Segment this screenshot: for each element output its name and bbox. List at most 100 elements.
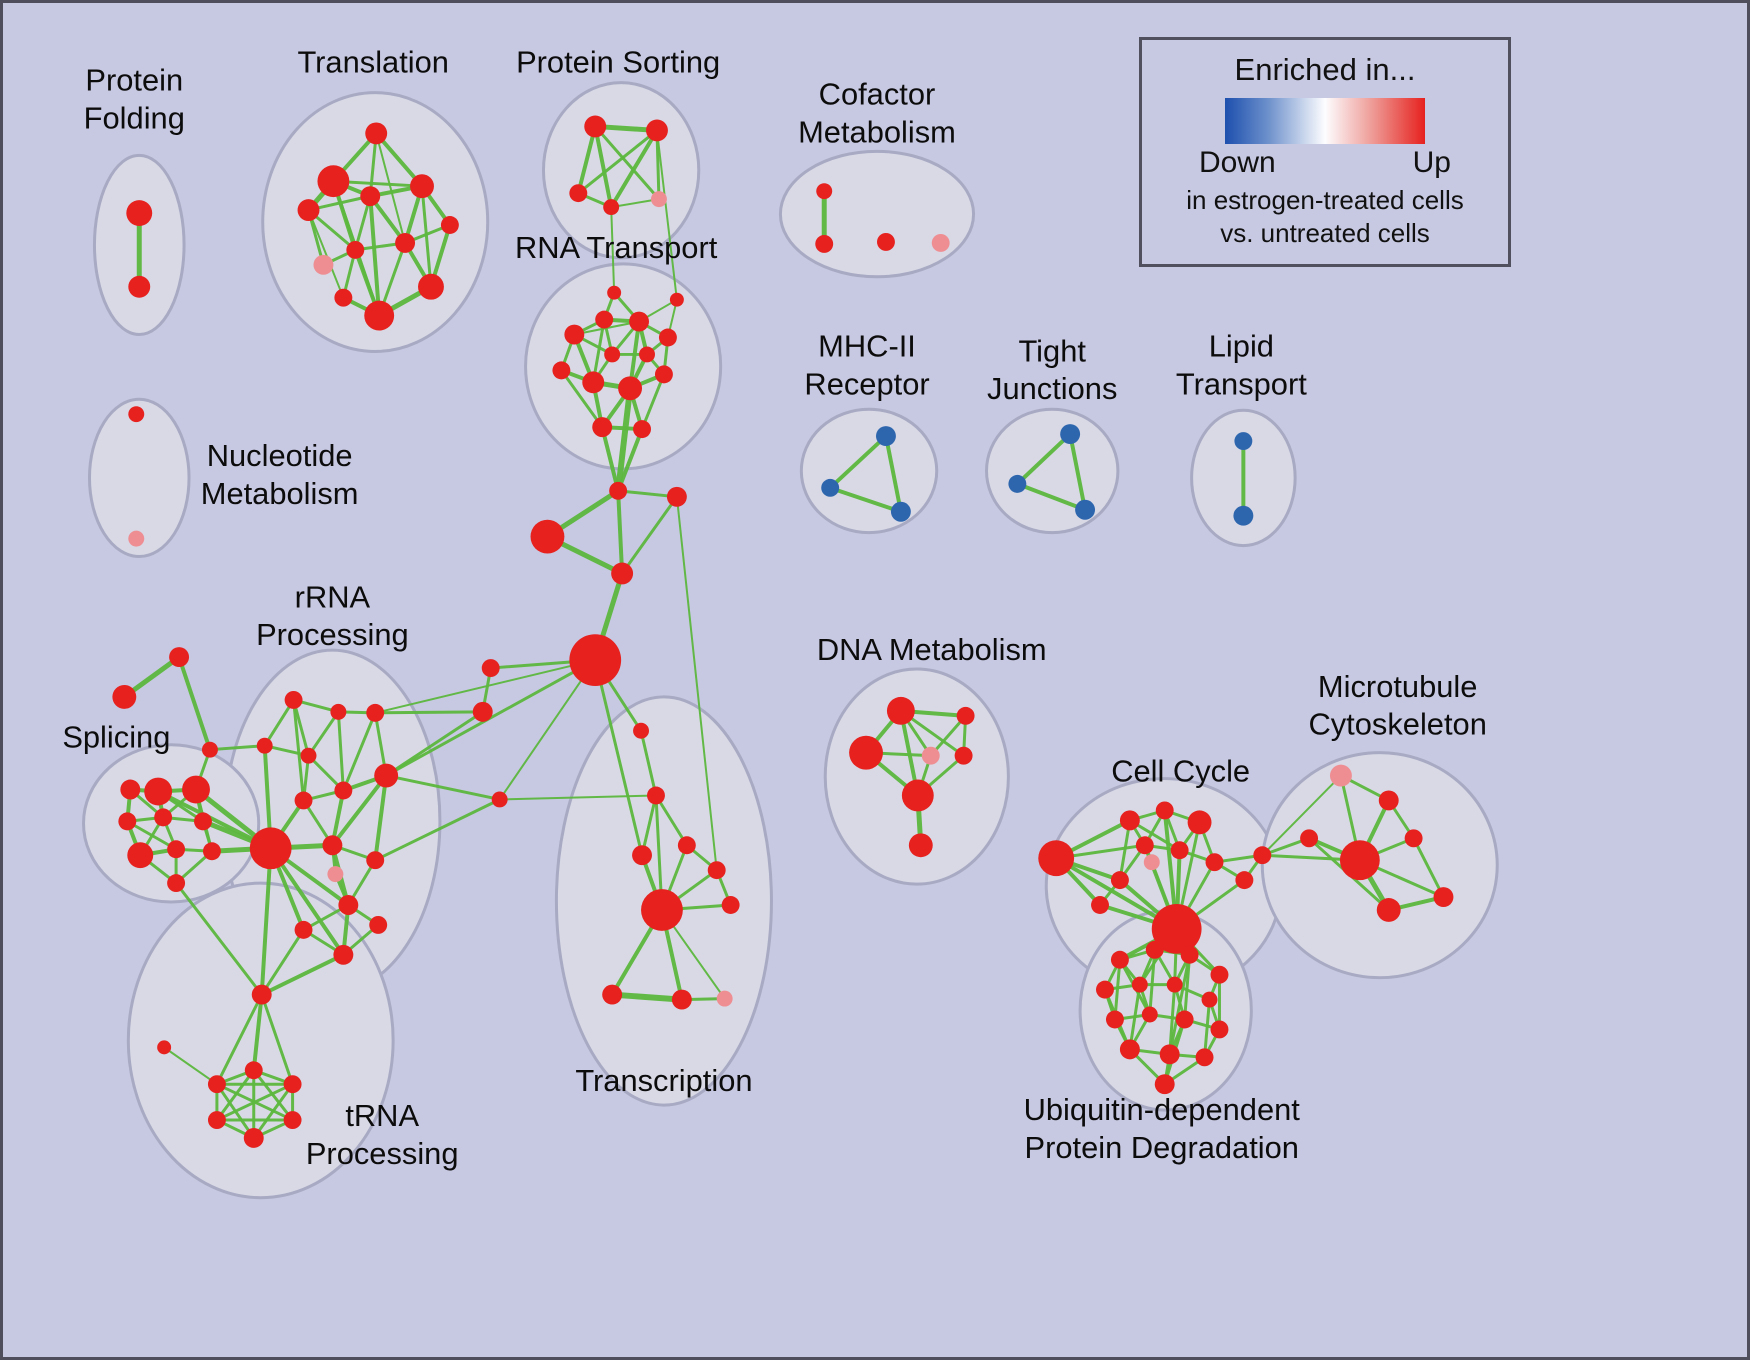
cluster-label-rrna-processing: rRNA [295, 579, 371, 614]
legend-subtitle: in estrogen-treated cells vs. untreated … [1142, 184, 1508, 250]
edge-ps1-ps4 [593, 124, 614, 210]
edge-u7-u14 [1168, 983, 1177, 1056]
cluster-ellipse-microtubule-cytoskeleton [1260, 751, 1499, 980]
node-x3 [677, 836, 696, 855]
node-d3 [849, 735, 883, 770]
node-r4 [256, 737, 273, 754]
legend-subtitle-line2: vs. untreated cells [1220, 218, 1430, 248]
edge-r2-r7 [336, 710, 345, 793]
edge-u_t1-u_t3 [177, 655, 212, 752]
node-cc3 [1155, 801, 1174, 820]
node-r15 [369, 915, 388, 934]
node-tr6 [207, 1111, 226, 1130]
node-d7 [908, 833, 933, 858]
cluster-label-protein-folding: Folding [84, 100, 185, 135]
edge-r16-tr1 [259, 952, 346, 997]
node-t9 [313, 254, 334, 275]
node-t12 [334, 288, 353, 307]
node-u6 [1131, 976, 1148, 993]
node-tr2 [157, 1040, 172, 1055]
edge-cc2-cc9 [1118, 818, 1132, 882]
node-cc2 [1119, 810, 1140, 831]
node-r12 [327, 866, 344, 883]
edge-c2-x6 [675, 495, 718, 872]
node-t11 [395, 232, 416, 253]
node-r14 [294, 920, 313, 939]
node-m4 [1339, 840, 1380, 881]
node-s8 [167, 840, 186, 859]
node-mb1 [1253, 846, 1272, 865]
node-x8 [602, 984, 623, 1005]
node-tr7 [283, 1111, 302, 1130]
node-cc10 [1151, 904, 1202, 954]
edge-mh2-mh3 [828, 485, 903, 514]
cluster-label-nucleotide-metabolism: Nucleotide [207, 438, 353, 473]
node-rt6 [552, 361, 571, 380]
cluster-ellipse-cofactor-metabolism [778, 149, 976, 279]
edge-ps2-ps5 [655, 128, 661, 201]
node-t10 [346, 240, 365, 259]
node-x10 [716, 990, 733, 1007]
node-u14 [1159, 1044, 1180, 1065]
node-tj1 [1060, 424, 1081, 445]
edge-c2-c4 [620, 495, 679, 575]
cluster-label-trna-processing: Processing [306, 1136, 459, 1171]
cluster-label-trna-processing: tRNA [345, 1098, 419, 1133]
node-m2 [1378, 790, 1399, 811]
edge-tj1-tj3 [1068, 432, 1088, 512]
edge-rt12-c1 [600, 425, 621, 493]
edge-rt9-rt13 [640, 372, 666, 431]
node-mh1 [875, 426, 896, 447]
node-rt9 [654, 365, 673, 384]
node-m7 [1433, 887, 1454, 907]
node-u8 [1201, 991, 1218, 1008]
edge-r9-tr1 [259, 846, 273, 997]
edge-r6-r11 [373, 773, 389, 863]
node-rt2 [595, 310, 614, 329]
node-nm1 [128, 406, 145, 423]
node-u9 [1105, 1010, 1124, 1029]
node-pf1 [126, 200, 153, 227]
node-t1 [365, 122, 388, 145]
edge-tr5-tr8 [252, 1082, 295, 1140]
node-cm1 [816, 183, 833, 200]
node-d2 [956, 706, 975, 725]
node-r8 [294, 791, 313, 810]
node-d6 [901, 779, 934, 812]
edge-t5-t7 [420, 184, 433, 289]
node-rt3 [629, 311, 650, 332]
edge-x2-x3 [654, 793, 689, 847]
node-cc6 [1170, 841, 1189, 860]
node-tr8 [243, 1128, 264, 1148]
cluster-label-tight-junctions: Tight [1018, 333, 1086, 368]
cluster-label-cell-cycle: Cell Cycle [1111, 754, 1250, 789]
node-d5 [954, 746, 973, 765]
cluster-label-protein-folding: Protein [85, 63, 183, 98]
node-c5 [569, 634, 622, 686]
edge-x2-x4 [640, 793, 658, 857]
edge-c5-r3 [374, 659, 597, 714]
cluster-ellipse-tight-junctions [985, 407, 1120, 535]
node-cc12 [1091, 896, 1109, 914]
node-tj3 [1075, 499, 1096, 520]
edge-r6-r10 [330, 773, 389, 848]
node-cc1 [1038, 840, 1075, 877]
edge-tr1-tr4 [251, 992, 264, 1073]
cluster-label-translation: Translation [297, 45, 449, 80]
node-mh2 [821, 478, 840, 497]
edge-r3-r7 [341, 711, 377, 793]
node-rt7 [582, 371, 605, 394]
node-cc8 [1205, 853, 1224, 872]
legend-title: Enriched in... [1234, 52, 1416, 87]
node-t2 [317, 165, 350, 198]
edge-tr5-tr6 [215, 1082, 295, 1122]
node-u12 [1210, 1020, 1229, 1039]
legend-subtitle-line1: in estrogen-treated cells [1186, 185, 1464, 215]
node-u_t1 [169, 647, 190, 668]
edge-ps4-sn1 [610, 206, 616, 294]
edge-u_t3-r4 [208, 744, 267, 752]
node-s1 [120, 779, 141, 800]
cluster-label-dna-metabolism: DNA Metabolism [817, 632, 1047, 667]
node-sn1 [607, 285, 622, 300]
